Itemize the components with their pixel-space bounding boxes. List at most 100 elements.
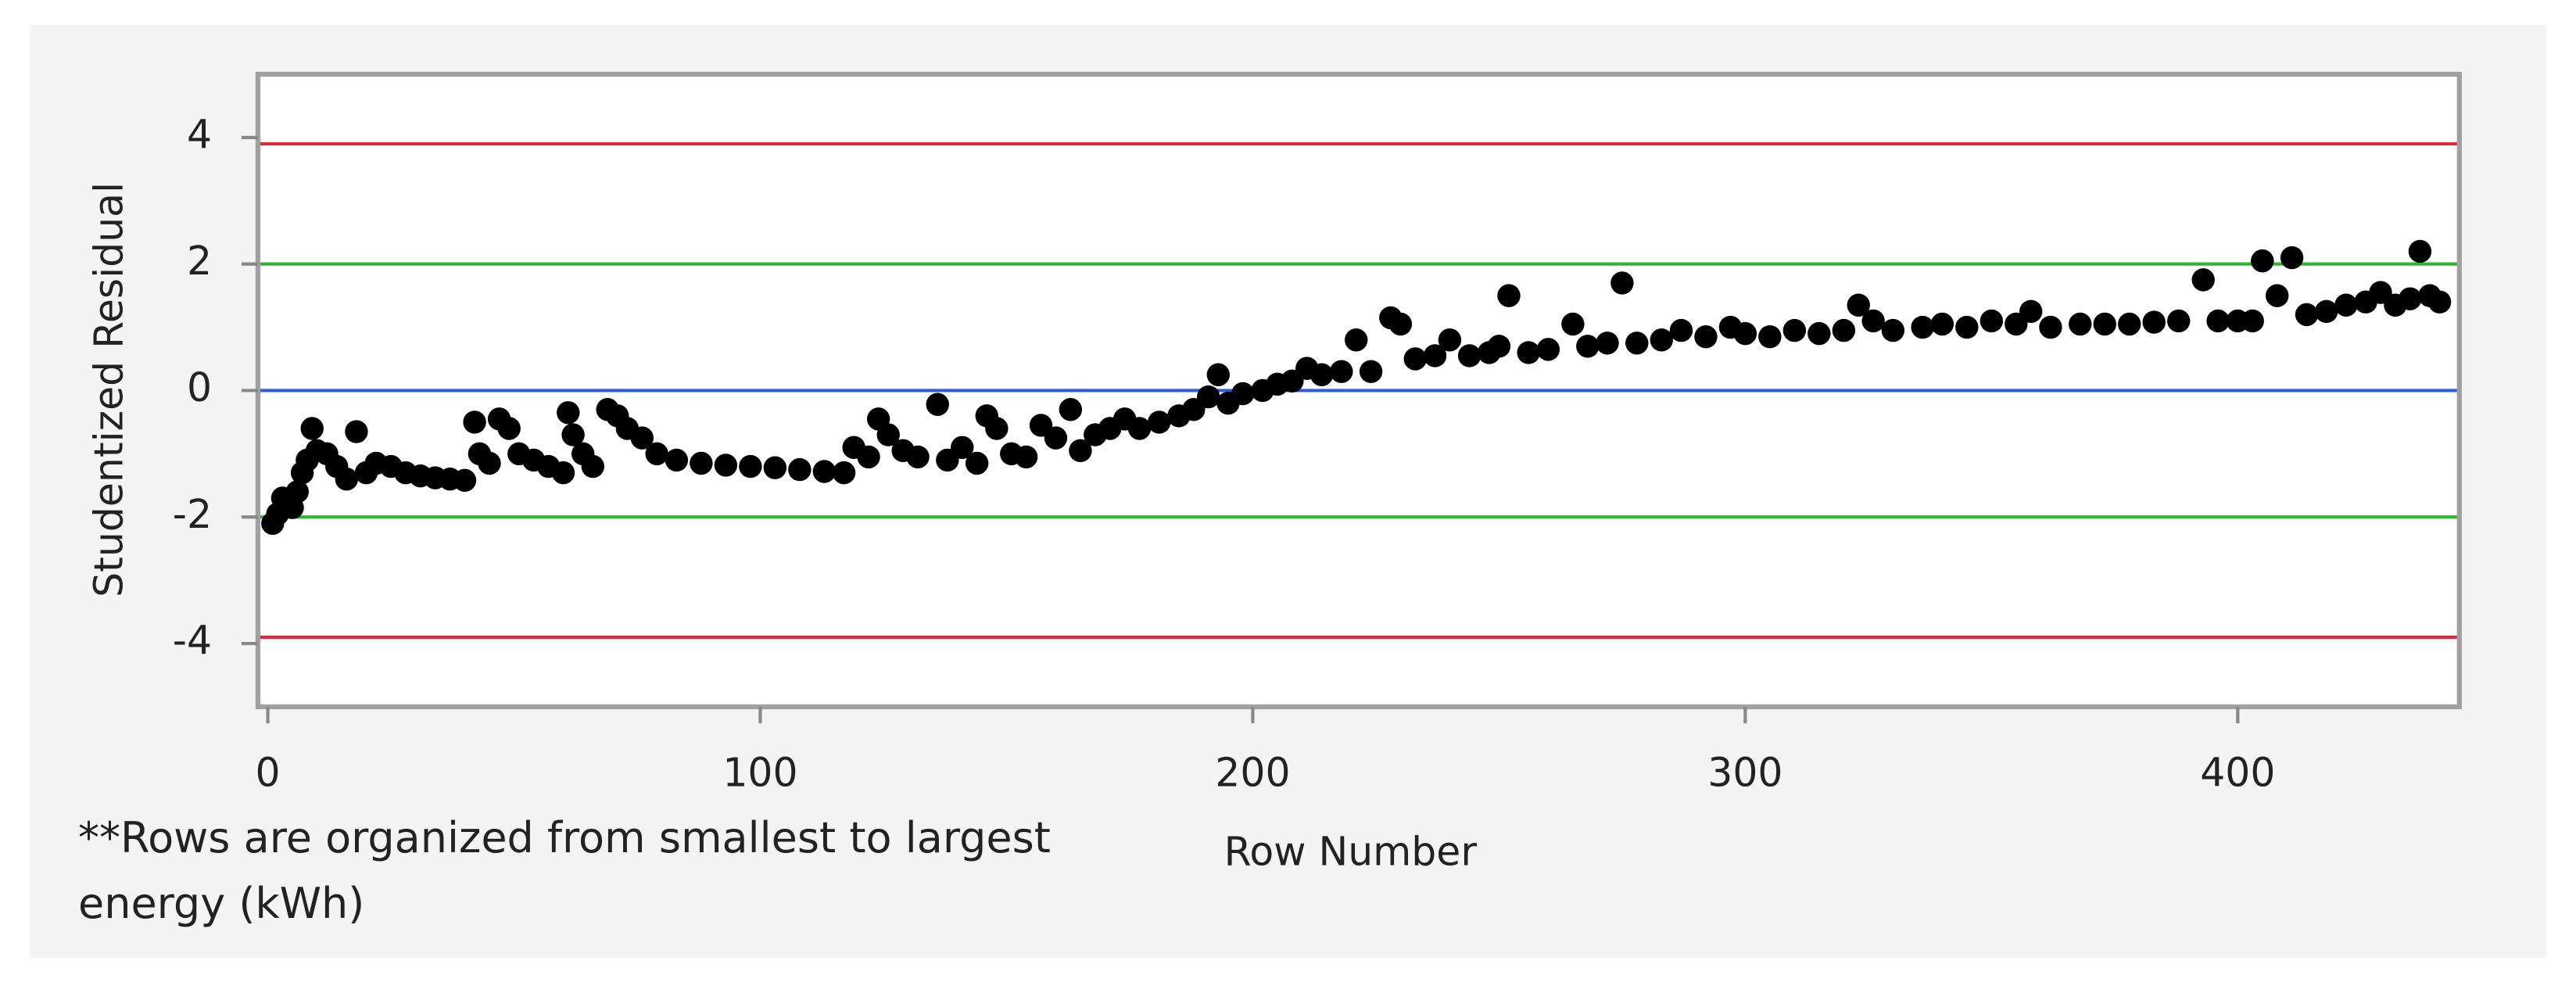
point (345, 420, 368, 443)
point (2266, 284, 2289, 307)
point (1930, 312, 1954, 336)
point (497, 417, 521, 440)
point (1596, 332, 1619, 355)
point (2427, 290, 2452, 314)
point (1438, 328, 1462, 352)
point (1832, 318, 1856, 342)
point (1650, 328, 1673, 352)
point (1309, 363, 1334, 386)
point (463, 410, 486, 434)
point (2334, 293, 2358, 317)
point (1955, 315, 1979, 339)
point (2315, 299, 2338, 324)
point (1782, 318, 1807, 342)
point (1487, 335, 1511, 358)
point (951, 436, 974, 459)
point (690, 451, 713, 475)
point (2118, 312, 2141, 336)
x-tick-label: 400 (2200, 750, 2275, 796)
point (1610, 271, 1634, 295)
point (1979, 309, 2004, 333)
y-tick-label: 0 (187, 364, 212, 410)
point (714, 453, 738, 477)
point (551, 461, 575, 485)
point (2069, 312, 2092, 336)
point (1669, 318, 1693, 342)
point (2206, 309, 2230, 333)
point (1127, 417, 1152, 440)
point (857, 445, 880, 469)
point (1881, 318, 1905, 342)
point (739, 454, 762, 479)
point (906, 445, 930, 469)
point (1403, 347, 1428, 371)
x-tick-label: 200 (1215, 750, 1290, 796)
note: **Rows are organized from smallest to la… (78, 813, 1051, 928)
y-tick-label: 4 (187, 111, 212, 157)
point (2241, 309, 2264, 333)
point (1044, 426, 1068, 450)
point (645, 442, 668, 466)
y-tick-label: 2 (187, 238, 212, 284)
point (2191, 268, 2215, 292)
point (478, 451, 501, 475)
point (2251, 249, 2274, 273)
point (1758, 324, 1782, 349)
point (1231, 382, 1255, 406)
point (788, 457, 811, 482)
point (2019, 299, 2043, 324)
point (557, 401, 580, 425)
x-tick-label: 100 (722, 750, 797, 796)
point (1148, 410, 1171, 434)
point (1561, 312, 1585, 336)
y-tick-label: -2 (173, 491, 212, 537)
point (2142, 310, 2166, 334)
point (561, 423, 585, 446)
point (1206, 363, 1231, 386)
point (665, 448, 689, 472)
point (1423, 344, 1447, 367)
point (2295, 303, 2319, 327)
point (985, 417, 1009, 440)
y-axis-label: Studentized Residual (85, 182, 131, 597)
point (2167, 309, 2191, 333)
point (581, 454, 604, 479)
x-tick-label: 0 (255, 750, 280, 796)
point (630, 426, 654, 450)
point (812, 460, 837, 483)
point (2408, 239, 2432, 263)
point (1059, 398, 1083, 421)
point (1733, 321, 1757, 346)
point (1014, 445, 1038, 469)
point (1807, 321, 1831, 346)
point (335, 468, 359, 491)
point (1517, 341, 1540, 364)
x-axis-label: Row Number (1224, 829, 1478, 875)
point (1911, 315, 1934, 339)
x-tick-label: 300 (1707, 750, 1782, 796)
point (1694, 324, 1718, 349)
point (1625, 332, 1649, 355)
point (1388, 312, 1413, 336)
point (285, 480, 310, 504)
point (1457, 344, 1481, 367)
point (1576, 335, 1600, 358)
point (453, 468, 477, 493)
point (876, 423, 900, 446)
point (965, 451, 989, 475)
point (1345, 328, 1368, 352)
point (300, 417, 324, 440)
point (1847, 293, 1870, 317)
point (763, 456, 787, 479)
point (1359, 360, 1383, 383)
point (1197, 385, 1220, 409)
point (2039, 315, 2062, 339)
y-tick-label: -4 (173, 618, 212, 664)
point (1861, 309, 1885, 333)
point (1330, 360, 1353, 383)
point (2280, 246, 2304, 270)
point (832, 461, 856, 485)
plot-layer (257, 142, 2460, 640)
